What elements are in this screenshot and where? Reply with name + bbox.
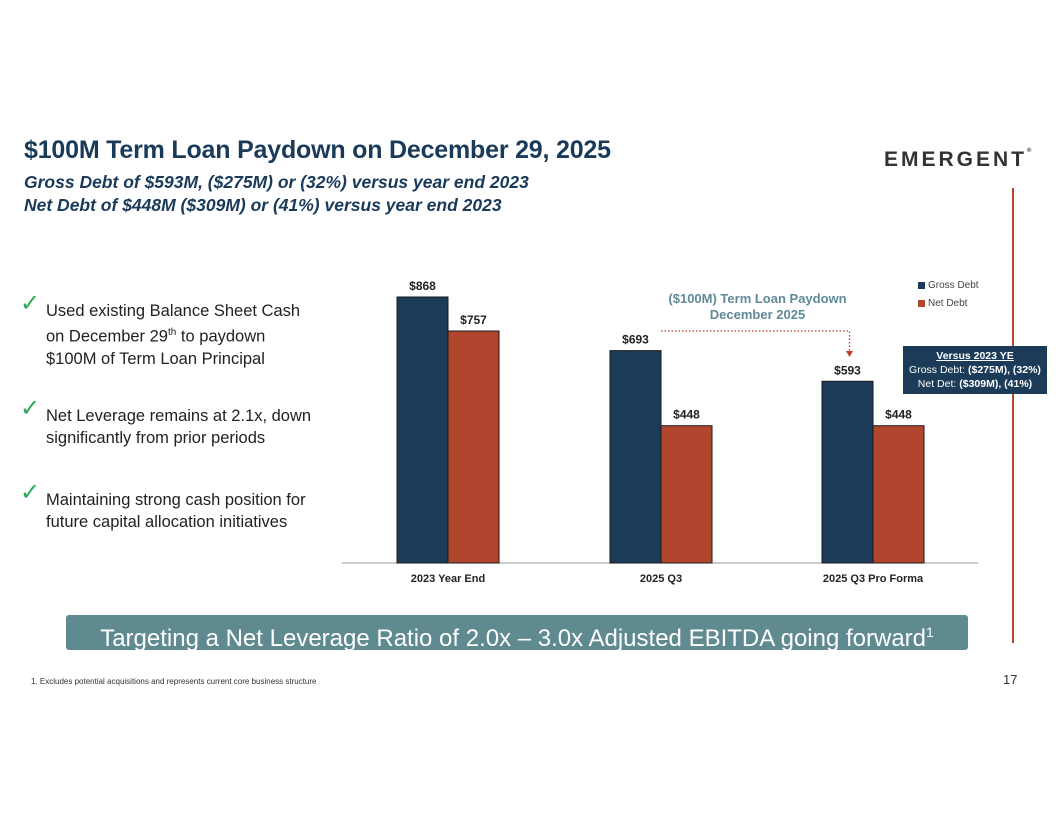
versus-net-row: Net Det: ($309M), (41%) bbox=[903, 377, 1047, 391]
arrow-down-icon bbox=[846, 351, 853, 357]
bar-gross-debt-2 bbox=[821, 380, 874, 564]
checkmark-icon: ✓ bbox=[20, 290, 41, 317]
legend-item-gross-debt: Gross Debt bbox=[918, 276, 979, 294]
versus-label: Net Det: bbox=[917, 378, 960, 390]
annotation-line: ($100M) Term Loan Paydown bbox=[668, 291, 847, 306]
subtitle-net-debt: Net Debt of $448M ($309M) or (41%) versu… bbox=[24, 195, 502, 215]
bullet-text: Maintaining strong cash position for fut… bbox=[46, 491, 306, 531]
versus-label: Gross Debt: bbox=[909, 364, 968, 376]
target-banner: Targeting a Net Leverage Ratio of 2.0x –… bbox=[66, 615, 968, 652]
footnote: 1. Excludes potential acquisitions and r… bbox=[31, 677, 317, 686]
logo-text: EMERGENT bbox=[884, 148, 1028, 171]
versus-2023-box: Versus 2023 YE Gross Debt: ($275M), (32%… bbox=[903, 346, 1047, 394]
paydown-connector bbox=[661, 330, 851, 351]
bullet-text-sup: th bbox=[168, 327, 177, 338]
page-number: 17 bbox=[1003, 672, 1018, 687]
logo-registered-mark: ® bbox=[1027, 148, 1032, 154]
paydown-annotation: ($100M) Term Loan Paydown December 2025 bbox=[660, 291, 855, 323]
checkmark-icon: ✓ bbox=[20, 395, 41, 422]
versus-value: ($309M), (41%) bbox=[959, 378, 1033, 390]
versus-heading: Versus 2023 YE bbox=[936, 350, 1014, 362]
data-label: $757 bbox=[460, 313, 487, 327]
versus-gross-row: Gross Debt: ($275M), (32%) bbox=[903, 363, 1047, 377]
legend-item-net-debt: Net Debt bbox=[918, 294, 979, 312]
bar-gross-debt-1 bbox=[609, 350, 662, 564]
data-label: $693 bbox=[622, 333, 649, 347]
x-tick-label: 2025 Q3 bbox=[640, 573, 682, 585]
bar-net-debt-1 bbox=[660, 425, 713, 564]
company-logo: EMERGENT® bbox=[884, 148, 1031, 172]
page-title: $100M Term Loan Paydown on December 29, … bbox=[24, 136, 611, 164]
banner-text: Targeting a Net Leverage Ratio of 2.0x –… bbox=[100, 625, 927, 652]
checkmark-icon: ✓ bbox=[20, 479, 41, 506]
data-label: $593 bbox=[834, 363, 861, 377]
bullet-text: Used existing Balance Sheet Cash on Dece… bbox=[46, 300, 320, 370]
legend-label: Gross Debt bbox=[928, 279, 979, 291]
legend-swatch-gross bbox=[918, 281, 925, 289]
bullet-cash-paydown: ✓ Used existing Balance Sheet Cash on De… bbox=[20, 292, 320, 370]
accent-divider bbox=[1012, 188, 1014, 643]
bullet-text-part: to paydown $100M of Term Loan Principal bbox=[46, 327, 266, 368]
bullet-net-leverage: ✓ Net Leverage remains at 2.1x, down sig… bbox=[20, 397, 320, 449]
x-tick-label: 2023 Year End bbox=[411, 573, 485, 585]
bullet-text: Net Leverage remains at 2.1x, down signi… bbox=[46, 407, 312, 447]
chart-legend: Gross Debt Net Debt bbox=[918, 276, 979, 312]
annotation-line: December 2025 bbox=[709, 307, 806, 322]
bar-net-debt-2 bbox=[872, 425, 925, 564]
x-tick-label: 2025 Q3 Pro Forma bbox=[823, 573, 924, 585]
bar-gross-debt-0 bbox=[396, 296, 449, 564]
bar-net-debt-0 bbox=[447, 330, 500, 564]
versus-value: ($275M), (32%) bbox=[967, 364, 1041, 376]
data-label: $448 bbox=[673, 408, 700, 422]
legend-label: Net Debt bbox=[928, 297, 968, 309]
bullet-cash-position: ✓ Maintaining strong cash position for f… bbox=[20, 481, 320, 533]
data-label: $868 bbox=[409, 279, 436, 293]
data-label: $448 bbox=[885, 408, 912, 422]
banner-footnote-mark: 1 bbox=[926, 624, 934, 640]
bullet-text-part: Used existing Balance Sheet Cash on Dece… bbox=[46, 302, 301, 346]
subtitle-gross-debt: Gross Debt of $593M, ($275M) or (32%) ve… bbox=[24, 172, 529, 192]
legend-swatch-net bbox=[918, 299, 925, 307]
